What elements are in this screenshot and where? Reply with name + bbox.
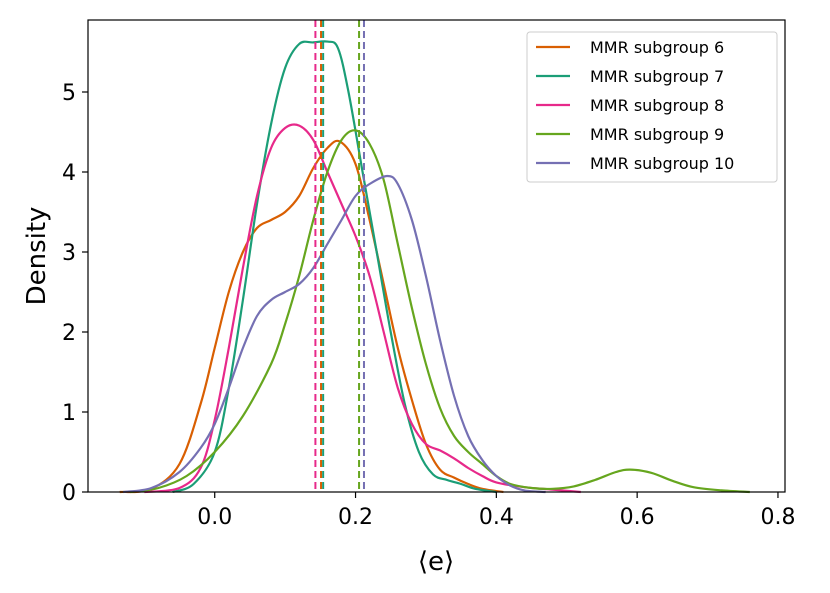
legend-label-mmr-subgroup-8: MMR subgroup 8 <box>590 96 724 115</box>
y-tick-label: 1 <box>62 401 76 426</box>
legend-label-mmr-subgroup-9: MMR subgroup 9 <box>590 125 724 144</box>
x-tick-label: 0.8 <box>760 505 795 530</box>
y-tick-label: 5 <box>62 81 76 106</box>
series-line-mmr-subgroup-9 <box>130 129 750 494</box>
legend: MMR subgroup 6 MMR subgroup 7 MMR subgroup… <box>526 31 778 183</box>
plot-frame <box>87 19 786 493</box>
legend-label-mmr-subgroup-10: MMR subgroup 10 <box>590 154 734 173</box>
series-line-mmr-subgroup-7 <box>172 40 497 494</box>
series-line-mmr-subgroup-8 <box>144 123 581 494</box>
x-tick-label: 0.0 <box>197 505 232 530</box>
x-tick-label: 0.2 <box>338 505 373 530</box>
y-axis-ticks: 0 1 2 3 4 5 <box>62 81 88 506</box>
legend-label-mmr-subgroup-6: MMR subgroup 6 <box>590 38 724 57</box>
x-tick-label: 0.6 <box>620 505 655 530</box>
legend-box <box>526 31 778 183</box>
y-tick-label: 3 <box>62 241 76 266</box>
y-tick-label: 0 <box>62 481 76 506</box>
series-line-mmr-subgroup-10 <box>123 174 546 494</box>
y-tick-label: 4 <box>62 161 76 186</box>
x-tick-label: 0.4 <box>479 505 514 530</box>
x-axis-label: ⟨e⟩ <box>418 547 454 577</box>
series-line-mmr-subgroup-6 <box>119 139 504 494</box>
y-tick-label: 2 <box>62 321 76 346</box>
x-axis-ticks: 0.0 0.2 0.4 0.6 0.8 <box>197 492 795 530</box>
legend-label-mmr-subgroup-7: MMR subgroup 7 <box>590 67 724 86</box>
mean-lines <box>314 20 365 492</box>
plot-lines <box>119 40 750 494</box>
y-axis-label: Density <box>22 207 52 306</box>
